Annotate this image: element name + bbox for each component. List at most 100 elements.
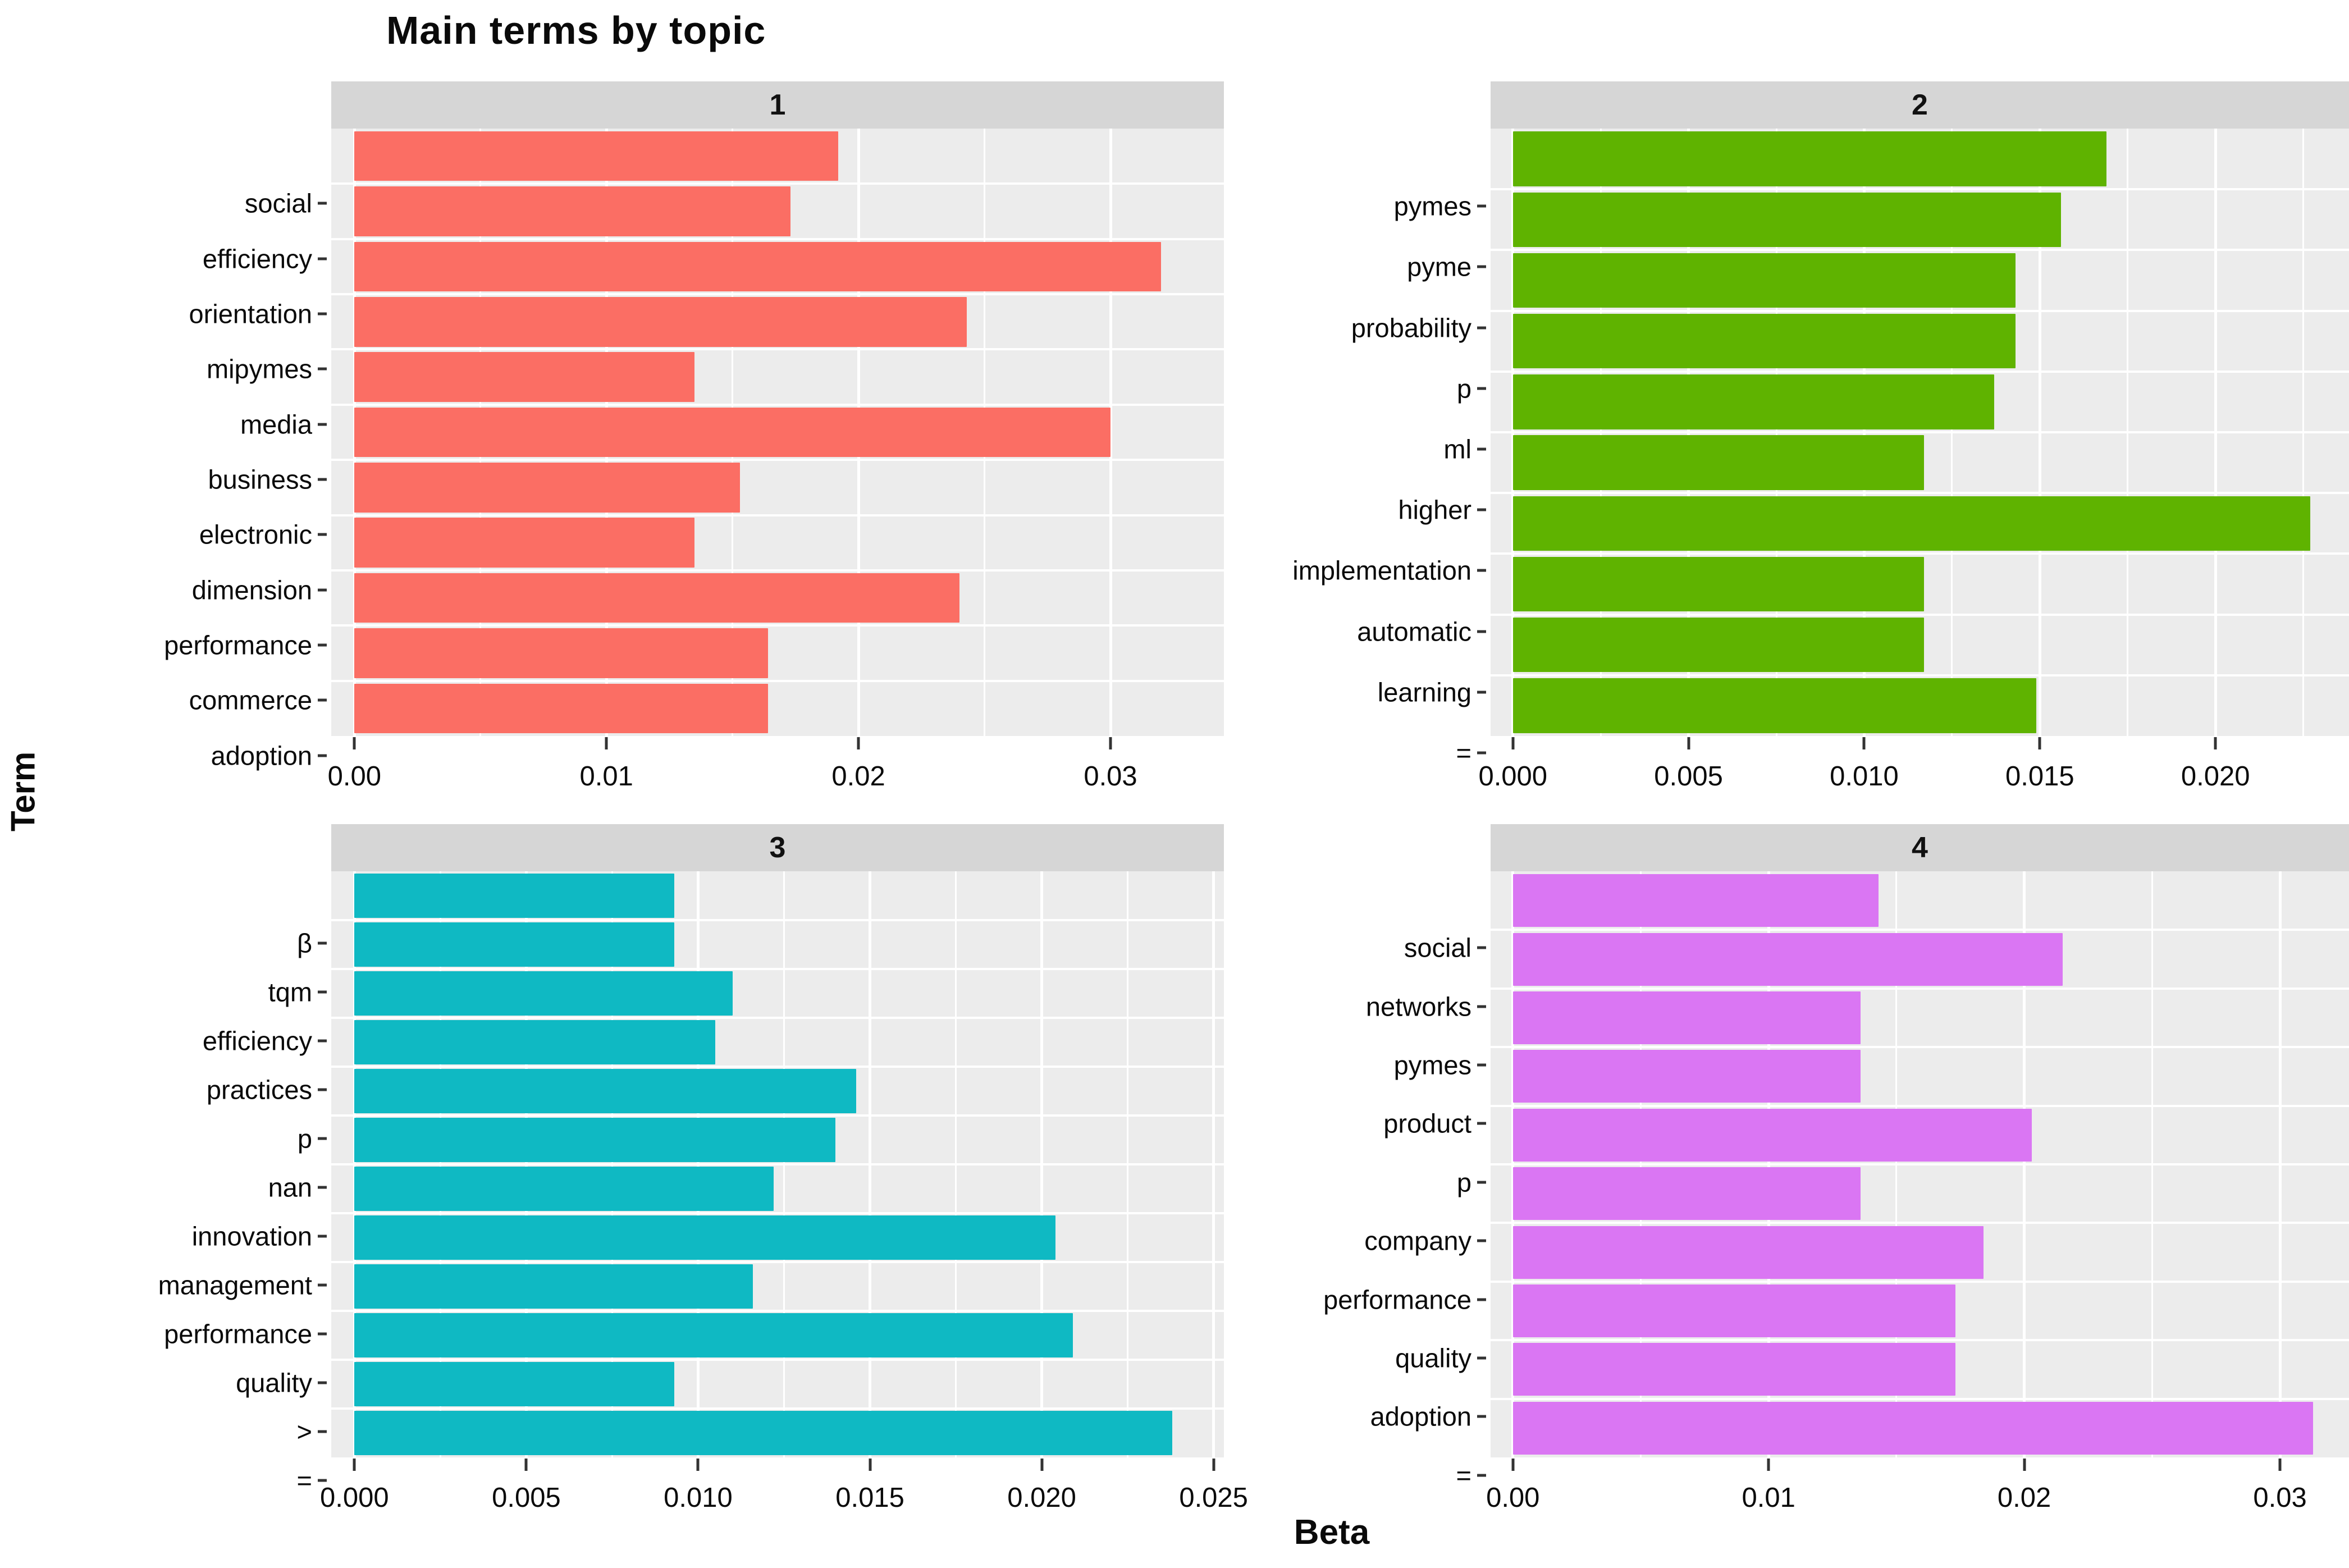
x-tick-label: 0.005 (1654, 761, 1723, 792)
term-label-media: media (240, 409, 312, 440)
row-gridline (331, 237, 1224, 240)
x-tick-label: 0.020 (1007, 1483, 1076, 1513)
x-tick-mark (1862, 737, 1866, 749)
y-tick-mark (1477, 946, 1486, 949)
x-tick-mark (2278, 1459, 2282, 1471)
term-label-product: product (1383, 1108, 1471, 1139)
row-gridline (1491, 492, 2349, 495)
row-gridline (331, 569, 1224, 572)
row-gridline (1491, 188, 2349, 191)
bar-efficiency (354, 971, 733, 1016)
row-gridline (331, 624, 1224, 627)
bar-pyme (1512, 192, 2061, 247)
term-label-orientation: orientation (189, 299, 313, 329)
y-tick-mark (1477, 1415, 1486, 1418)
row-gridline (331, 919, 1224, 921)
plot-area (1491, 871, 2349, 1457)
row-gridline (1491, 987, 2349, 990)
row-gridline (1491, 552, 2349, 555)
term-label-learning: learning (1377, 677, 1471, 707)
bar-pymes (1512, 131, 2107, 186)
x-tick-mark (1212, 1459, 1215, 1471)
y-tick-mark (1477, 569, 1486, 572)
facet-panel-4: 4 social networks pymes product p company perfo… (1252, 824, 2349, 1542)
x-tick-label: 0.03 (2253, 1483, 2307, 1513)
x-tick-label: 0.025 (1179, 1483, 1248, 1513)
x-tick-label: 0.02 (831, 761, 885, 792)
bar-automatic (1512, 556, 1924, 612)
term-label-innovation: innovation (191, 1221, 312, 1251)
term-label-practices: practices (206, 1075, 312, 1104)
facet-body: pymes pyme probability p ml higher implementat… (1252, 129, 2349, 767)
term-label-pymes: pymes (1393, 1050, 1471, 1080)
bar-> (354, 1362, 674, 1406)
bar-= (1512, 1401, 2314, 1455)
row-gridline (331, 1407, 1224, 1410)
plot-area (331, 129, 1224, 736)
row-gridline (331, 1066, 1224, 1068)
y-tick-mark (318, 478, 327, 481)
bar-performance (354, 573, 959, 623)
y-tick-mark (1477, 1298, 1486, 1301)
bar-higher (1512, 435, 1924, 490)
x-tick-mark (696, 1459, 700, 1471)
term-label-social: social (244, 188, 312, 218)
term-label-p: p (1456, 1167, 1471, 1197)
bar-media (354, 352, 695, 402)
row-gridline (331, 514, 1224, 516)
term-label-quality: quality (1395, 1343, 1471, 1373)
x-tick-mark (857, 737, 860, 749)
term-label-quality: quality (236, 1368, 312, 1397)
x-tick-label: 0.000 (1478, 761, 1548, 792)
term-label->: > (296, 1416, 312, 1446)
y-tick-mark (1477, 1122, 1486, 1125)
bar-social (1512, 874, 1879, 927)
y-tick-mark (318, 367, 327, 371)
y-tick-mark (318, 1137, 327, 1140)
y-tick-mark (1477, 1474, 1486, 1477)
bar-probability (1512, 253, 2016, 308)
x-tick-label: 0.00 (327, 761, 382, 792)
bar-social (354, 131, 839, 181)
y-tick-mark (318, 643, 327, 647)
y-tick-mark (318, 698, 327, 702)
bar-commerce (354, 628, 768, 678)
x-tick-mark (1511, 1459, 1515, 1471)
y-axis-labels: pymes pyme probability p ml higher implementat… (1252, 129, 1491, 767)
x-tick-mark (524, 1459, 528, 1471)
term-label-tqm: tqm (268, 977, 312, 1007)
y-tick-mark (318, 1430, 327, 1433)
term-label-commerce: commerce (189, 685, 312, 715)
bar-p (1512, 1108, 2032, 1162)
bar-practices (354, 1020, 716, 1064)
term-label-adoption: adoption (1370, 1401, 1471, 1432)
row-gridline (1491, 309, 2349, 312)
facet-panel-3: 3 β tqm efficiency practices p nan innovation ma… (67, 824, 1248, 1542)
row-gridline (1491, 1163, 2349, 1165)
row-gridline (331, 1017, 1224, 1019)
term-label-electronic: electronic (199, 519, 312, 550)
bar-management (354, 1215, 1056, 1260)
x-tick-label: 0.015 (835, 1483, 904, 1513)
y-tick-mark (318, 1039, 327, 1042)
bar-= (354, 1411, 1173, 1455)
bar-mipymes (354, 297, 967, 347)
bar-business (354, 407, 1110, 458)
x-tick-mark (869, 1459, 872, 1471)
y-tick-mark (318, 257, 327, 260)
term-label-management: management (158, 1270, 312, 1300)
row-gridline (331, 459, 1224, 461)
bar-electronic (354, 463, 741, 513)
y-tick-mark (1477, 387, 1486, 390)
y-axis-labels: social networks pymes product p company perfor… (1252, 871, 1491, 1490)
y-tick-mark (1477, 265, 1486, 268)
row-gridline (1491, 929, 2349, 931)
facet-strip-label: 2 (1491, 81, 2349, 129)
y-tick-mark (1477, 1356, 1486, 1360)
term-label-networks: networks (1365, 991, 1471, 1022)
y-tick-mark (1477, 691, 1486, 694)
bar-networks (1512, 932, 2063, 986)
x-tick-label: 0.010 (1830, 761, 1899, 792)
x-tick-label: 0.02 (1997, 1483, 2051, 1513)
row-gridline (1491, 249, 2349, 252)
